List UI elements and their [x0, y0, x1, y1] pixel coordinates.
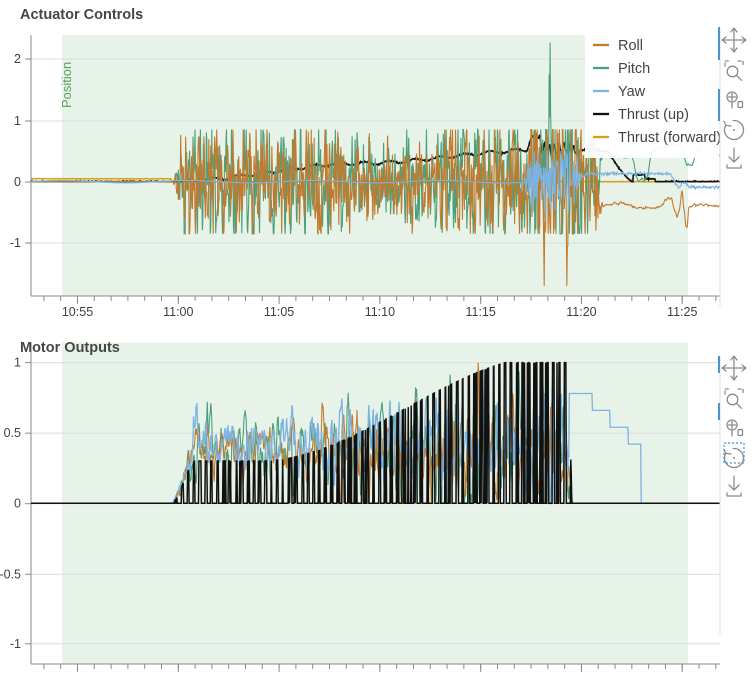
svg-text:-1: -1 — [10, 637, 21, 651]
svg-text:2: 2 — [14, 52, 21, 66]
svg-text:1: 1 — [14, 114, 21, 128]
svg-text:Thrust (up): Thrust (up) — [618, 107, 689, 123]
svg-text:10:55: 10:55 — [62, 305, 93, 319]
svg-text:Roll: Roll — [618, 38, 643, 54]
svg-text:0.5: 0.5 — [4, 426, 21, 440]
svg-text:11:20: 11:20 — [566, 305, 596, 319]
svg-text:1: 1 — [14, 356, 21, 370]
svg-text:11:05: 11:05 — [264, 305, 294, 319]
svg-text:0: 0 — [14, 497, 21, 511]
svg-text:11:00: 11:00 — [163, 305, 193, 319]
svg-text:11:25: 11:25 — [667, 305, 697, 319]
svg-text:Yaw: Yaw — [618, 84, 646, 100]
svg-text:-0.5: -0.5 — [0, 567, 21, 581]
svg-text:-1: -1 — [10, 236, 21, 250]
svg-text:Pitch: Pitch — [618, 61, 650, 77]
svg-text:Thrust (forward): Thrust (forward) — [618, 130, 721, 146]
svg-text:0: 0 — [14, 175, 21, 189]
svg-text:Position: Position — [59, 62, 74, 108]
svg-text:11:10: 11:10 — [365, 305, 395, 319]
svg-text:11:15: 11:15 — [465, 305, 495, 319]
